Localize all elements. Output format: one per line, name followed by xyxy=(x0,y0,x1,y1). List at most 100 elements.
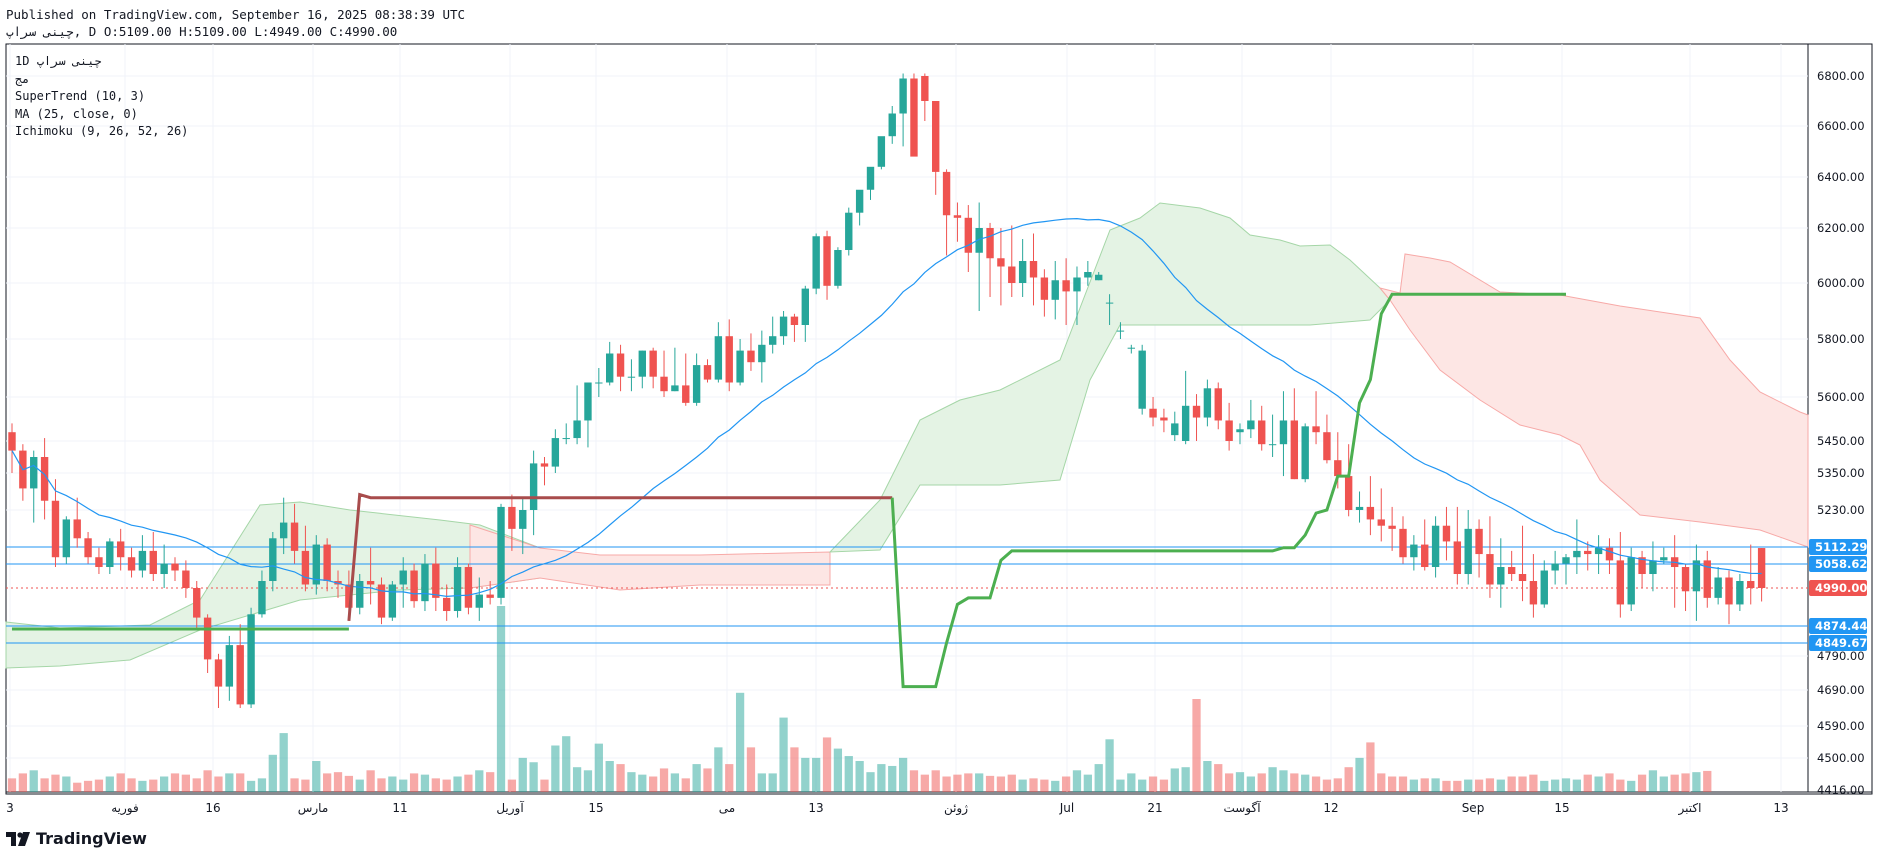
volume-bar xyxy=(1572,779,1581,792)
candle-body xyxy=(736,350,744,383)
time-tick-label: می xyxy=(719,801,735,815)
indicator-legend: 1D چینی سراپ مج SuperTrend (10, 3) MA (2… xyxy=(15,53,188,141)
volume-bar xyxy=(779,717,788,792)
volume-bar xyxy=(138,780,147,792)
volume-bar xyxy=(1072,770,1082,792)
candle-body xyxy=(1029,261,1038,278)
candle-body xyxy=(1018,261,1027,283)
volume-bar xyxy=(1529,774,1538,792)
candle-body xyxy=(1627,557,1635,605)
volume-bar xyxy=(1170,768,1179,792)
volume-bar xyxy=(496,606,506,792)
candle-body xyxy=(823,236,831,286)
supertrend xyxy=(12,292,1566,689)
candle-body xyxy=(866,166,875,190)
candle-body xyxy=(1562,557,1570,564)
time-tick-label: Jul xyxy=(1059,801,1074,815)
candle-body xyxy=(1138,350,1146,409)
candle-body xyxy=(106,541,114,568)
volume-bar xyxy=(1431,778,1440,792)
volume-bar xyxy=(681,778,690,792)
candle-body xyxy=(779,316,788,337)
candle-body xyxy=(692,365,701,403)
volume-bar xyxy=(236,773,245,792)
volume-bar xyxy=(344,775,354,792)
volume-bar xyxy=(768,773,777,792)
candle-body xyxy=(51,500,60,558)
candle-body xyxy=(1301,426,1309,480)
price-tick-label: 5600.00 xyxy=(1817,390,1865,404)
candle-body xyxy=(388,584,397,618)
price-label-box xyxy=(1809,556,1867,572)
legend-supertrend[interactable]: SuperTrend (10, 3) xyxy=(15,89,146,103)
volume-bar xyxy=(507,779,517,792)
volume-bar xyxy=(442,779,451,792)
volume-bar xyxy=(833,748,843,792)
price-label-box xyxy=(1809,618,1867,634)
volume-bar xyxy=(1551,779,1560,792)
price-tick-label: 5230.00 xyxy=(1817,503,1865,517)
volume-bar xyxy=(73,782,82,792)
volume-bar xyxy=(714,747,723,792)
volume-bar xyxy=(355,779,364,792)
candle-body xyxy=(942,171,951,216)
candle-body xyxy=(986,228,994,259)
candle-body xyxy=(540,463,549,467)
tradingview-logo[interactable]: TradingView xyxy=(6,829,147,848)
candle-body xyxy=(605,353,614,383)
volume-bar xyxy=(920,774,929,792)
volume-bar xyxy=(529,762,538,792)
candle-body xyxy=(345,584,353,608)
candle-body xyxy=(921,76,929,101)
candle-body xyxy=(1355,506,1364,510)
price-tick-label: 6600.00 xyxy=(1817,119,1865,133)
legend-symbol[interactable]: 1D چینی سراپ xyxy=(15,54,102,68)
volume-bar xyxy=(1420,778,1429,792)
candle-body xyxy=(269,538,277,582)
candle-body xyxy=(910,78,918,157)
volume-bar xyxy=(953,774,962,792)
volume-bar xyxy=(366,770,375,792)
candle-body xyxy=(1399,528,1407,558)
legend-ma[interactable]: MA (25, close, 0) xyxy=(15,106,138,121)
volume-bar xyxy=(486,772,495,792)
volume-bar xyxy=(116,773,125,792)
volume-bar xyxy=(1616,779,1625,792)
volume-bar xyxy=(594,743,603,792)
candle-body xyxy=(486,594,494,598)
candle-body xyxy=(399,570,407,585)
candle-body xyxy=(279,522,288,539)
volume-bar xyxy=(975,773,984,792)
volume-bar xyxy=(1290,773,1299,792)
volume-bar xyxy=(540,779,549,792)
candle-body xyxy=(40,457,49,501)
candle-body xyxy=(203,617,212,660)
candle-body xyxy=(529,463,538,510)
volume-bar xyxy=(583,770,593,792)
candle-body xyxy=(573,420,581,439)
candle-body xyxy=(953,215,962,218)
price-tick-label: 4500.00 xyxy=(1817,751,1865,765)
volume-bar xyxy=(877,764,886,792)
candle-body xyxy=(116,541,125,558)
volume-bar xyxy=(475,770,484,792)
candle-body xyxy=(1062,280,1070,292)
candle-body xyxy=(1410,544,1418,558)
candle-body xyxy=(1149,408,1157,418)
volume-bar xyxy=(431,778,440,792)
candle-body xyxy=(1323,432,1331,461)
time-tick-label: 15 xyxy=(1554,801,1569,815)
volume-bar xyxy=(1561,778,1571,792)
price-tick-label: 6000.00 xyxy=(1817,276,1865,290)
volume-bar xyxy=(1051,780,1060,792)
candle-body xyxy=(801,288,809,325)
candle-body xyxy=(845,212,853,250)
volume-bar xyxy=(1159,779,1169,792)
legend-ichimoku[interactable]: Ichimoku (9, 26, 52, 26) xyxy=(15,124,189,138)
candle-body xyxy=(1040,277,1049,300)
cloud-bearish-2 xyxy=(1378,253,1809,548)
candle-body xyxy=(1736,581,1744,605)
candle-body xyxy=(1681,567,1690,592)
volume-bar xyxy=(225,773,234,792)
